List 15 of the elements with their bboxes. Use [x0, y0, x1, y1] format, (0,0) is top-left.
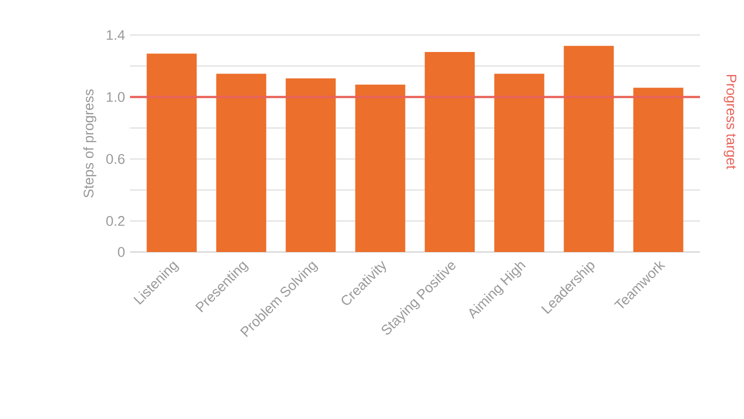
bar — [494, 74, 544, 252]
y-tick-label: 0.6 — [106, 154, 125, 164]
bar — [146, 54, 197, 252]
bar — [355, 84, 406, 252]
bar — [216, 74, 266, 252]
bar — [633, 88, 684, 252]
y-tick-label: 0 — [118, 247, 125, 257]
y-tick-label: 1.0 — [106, 92, 125, 102]
bar — [564, 46, 614, 252]
ref-line-label: Progress target — [724, 74, 736, 170]
y-tick-label: 0.2 — [106, 216, 124, 226]
bar — [286, 78, 336, 252]
y-axis-title: Steps of progress — [83, 89, 96, 198]
y-tick-label: 1.4 — [106, 30, 125, 40]
bar — [424, 52, 475, 252]
